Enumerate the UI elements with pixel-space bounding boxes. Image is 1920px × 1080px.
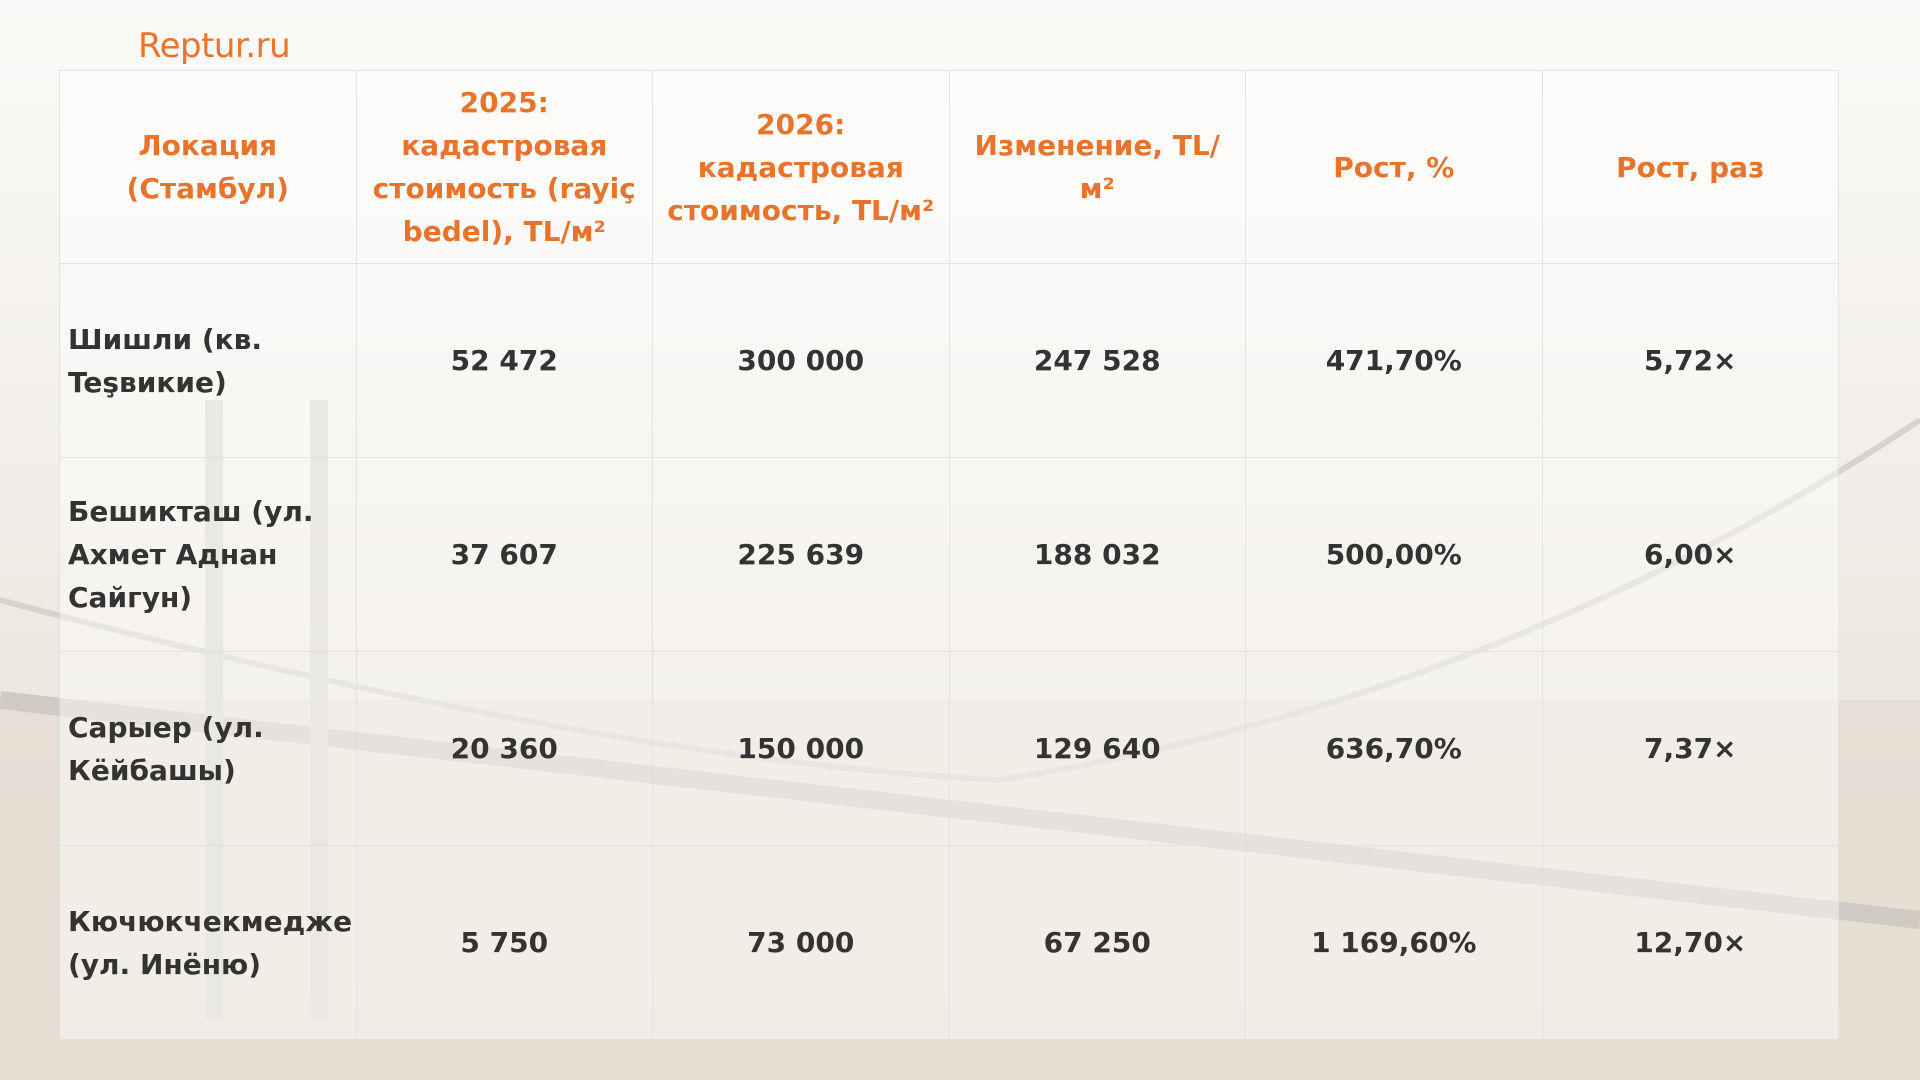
- value-cell: 37 607: [355, 457, 653, 652]
- value-cell: 5 750: [355, 845, 653, 1040]
- value-cell: 188 032: [948, 457, 1246, 652]
- value-cell: 73 000: [652, 845, 950, 1040]
- value-cell: 67 250: [948, 845, 1246, 1040]
- table-row: Бешикташ (ул. Ахмет Аднан Сайгун) 37 607 2…: [59, 457, 1839, 652]
- value-cell: 5,72×: [1541, 263, 1839, 458]
- value-cell: 12,70×: [1541, 845, 1839, 1040]
- header-row: Локация (Стамбул) 2025: кадастровая стоим…: [59, 70, 1839, 264]
- header-cell: 2025: кадастровая стоимость (rayiç bedel…: [355, 70, 653, 264]
- value-cell: 129 640: [948, 651, 1246, 846]
- header-cell: 2026: кадастровая стоимость, TL/м²: [652, 70, 950, 264]
- location-cell: Бешикташ (ул. Ахмет Аднан Сайгун): [59, 457, 357, 652]
- table-row: Шишли (кв. Teşвикие) 52 472 300 000 247 528…: [59, 263, 1839, 458]
- value-cell: 1 169,60%: [1245, 845, 1543, 1040]
- brand-logo[interactable]: Reptur.ru: [138, 26, 291, 66]
- location-cell: Сарыер (ул. Кёйбашы): [59, 651, 357, 846]
- table-body: Шишли (кв. Teşвикие) 52 472 300 000 247 528…: [59, 263, 1839, 1040]
- value-cell: 150 000: [652, 651, 950, 846]
- value-cell: 247 528: [948, 263, 1246, 458]
- table-row: Сарыер (ул. Кёйбашы) 20 360 150 000 129 640…: [59, 651, 1839, 846]
- table-row: Кючюкчекмедже (ул. Инёню) 5 750 73 000 67 2…: [59, 845, 1839, 1040]
- header-cell: Локация (Стамбул): [59, 70, 357, 264]
- value-cell: 20 360: [355, 651, 653, 846]
- location-cell: Шишли (кв. Teşвикие): [59, 263, 357, 458]
- value-cell: 7,37×: [1541, 651, 1839, 846]
- value-cell: 52 472: [355, 263, 653, 458]
- data-table: Локация (Стамбул) 2025: кадастровая стоим…: [59, 70, 1839, 1040]
- value-cell: 471,70%: [1245, 263, 1543, 458]
- header-cell: Изменение, TL/м²: [948, 70, 1246, 264]
- location-cell: Кючюкчекмедже (ул. Инёню): [59, 845, 357, 1040]
- value-cell: 225 639: [652, 457, 950, 652]
- header-cell: Рост, %: [1245, 70, 1543, 264]
- value-cell: 636,70%: [1245, 651, 1543, 846]
- value-cell: 6,00×: [1541, 457, 1839, 652]
- header-cell: Рост, раз: [1541, 70, 1839, 264]
- value-cell: 300 000: [652, 263, 950, 458]
- value-cell: 500,00%: [1245, 457, 1543, 652]
